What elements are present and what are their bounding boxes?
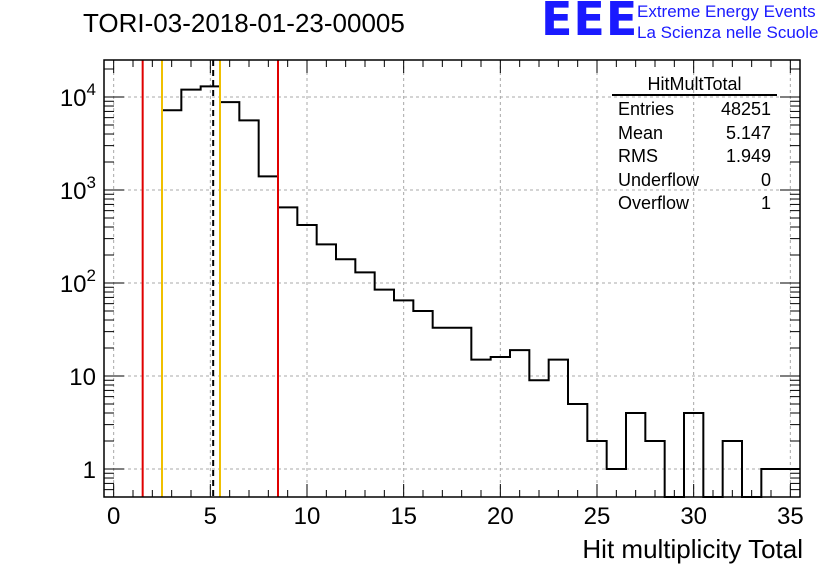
x-axis-label: Hit multiplicity Total	[582, 534, 803, 564]
stats-value: 5.147	[725, 122, 771, 143]
stats-row-overflow: Overflow 1	[612, 192, 777, 216]
logo-line-2: La Scienza nelle Scuole	[637, 23, 819, 42]
plot-frame	[103, 59, 801, 498]
y-tick-label: 103	[60, 173, 96, 205]
plot-title: TORI-03-2018-01-23-00005	[83, 8, 405, 38]
stats-row-underflow: Underflow 0	[612, 169, 777, 193]
stats-label: RMS	[618, 146, 658, 166]
eee-logo: EEE	[541, 0, 639, 46]
logo-line-1: Extreme Energy Events	[637, 2, 816, 21]
stats-row-rms: RMS 1.949	[612, 145, 777, 169]
stats-row-entries: Entries 48251	[612, 98, 777, 122]
x-tick-label: 35	[777, 503, 804, 530]
stats-box-title: HitMultTotal	[612, 74, 777, 96]
stats-value: 0	[760, 169, 771, 190]
y-tick-label: 104	[60, 80, 96, 112]
x-tick-label: 25	[584, 503, 611, 530]
stats-label: Underflow	[618, 169, 700, 190]
x-tick-label: 20	[487, 503, 514, 530]
stats-row-mean: Mean 5.147	[612, 122, 777, 146]
histogram-series	[161, 85, 800, 498]
stats-label: Overflow	[618, 193, 690, 213]
stats-value: 48251	[720, 99, 771, 119]
y-tick-label: 1	[83, 457, 96, 484]
x-tick-label: 5	[204, 503, 217, 530]
stats-label: Mean	[618, 122, 664, 143]
x-tick-label: 10	[294, 503, 321, 530]
x-tick-label: 15	[390, 503, 417, 530]
x-tick-label: 30	[680, 503, 707, 530]
stats-value: 1	[760, 193, 771, 213]
x-tick-label: 0	[107, 503, 120, 530]
y-tick-label: 102	[60, 266, 96, 298]
y-tick-label: 10	[69, 364, 96, 391]
stats-label: Entries	[618, 99, 675, 119]
stats-value: 1.949	[725, 146, 771, 166]
stats-box: HitMultTotal Entries 48251 Mean 5.147 RM…	[612, 74, 777, 216]
